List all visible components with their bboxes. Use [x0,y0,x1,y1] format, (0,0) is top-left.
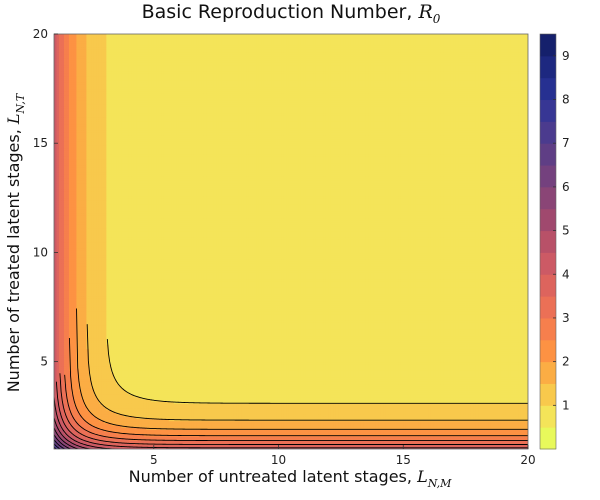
heatmap-cells [54,34,529,450]
